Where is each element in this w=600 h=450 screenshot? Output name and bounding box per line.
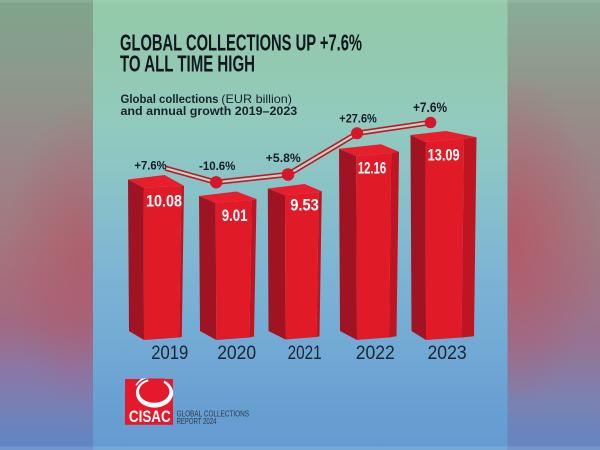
svg-text:+5.8%: +5.8% <box>266 151 301 165</box>
svg-text:2021: 2021 <box>288 343 322 364</box>
svg-text:+7.6%: +7.6% <box>413 100 447 115</box>
svg-text:GLOBAL COLLECTIONS: GLOBAL COLLECTIONS <box>177 409 250 418</box>
svg-text:+7.6%: +7.6% <box>134 159 167 173</box>
svg-text:-10.6%: -10.6% <box>199 159 236 173</box>
svg-text:TO ALL TIME HIGH: TO ALL TIME HIGH <box>120 50 255 76</box>
svg-text:2019: 2019 <box>151 343 188 364</box>
svg-text:and annual growth 2019–2023: and annual growth 2019–2023 <box>121 104 298 118</box>
svg-text:13.09: 13.09 <box>428 147 460 165</box>
svg-text:9.01: 9.01 <box>222 207 248 225</box>
svg-text:2020: 2020 <box>217 343 256 364</box>
svg-text:(EUR billion): (EUR billion) <box>221 92 292 106</box>
svg-text:10.08: 10.08 <box>146 193 182 211</box>
svg-text:12.16: 12.16 <box>358 159 386 177</box>
svg-text:9.53: 9.53 <box>290 197 319 215</box>
svg-text:2022: 2022 <box>356 343 395 364</box>
svg-text:+27.6%: +27.6% <box>339 111 377 125</box>
svg-text:Global collections: Global collections <box>121 92 219 106</box>
svg-text:REPORT 2024: REPORT 2024 <box>177 417 217 426</box>
svg-text:GLOBAL COLLECTIONS UP +7.6%: GLOBAL COLLECTIONS UP +7.6% <box>120 29 362 55</box>
svg-text:CISAC: CISAC <box>129 408 171 426</box>
svg-text:2023: 2023 <box>428 343 467 364</box>
